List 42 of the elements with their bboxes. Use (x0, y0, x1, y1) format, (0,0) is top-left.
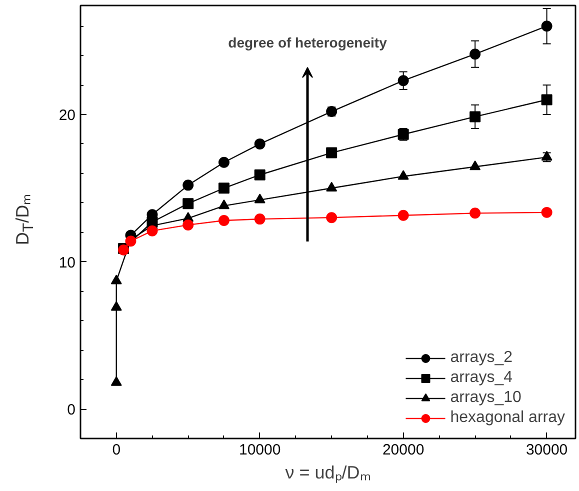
point (110, 301, 122, 311)
legend-label: arrays_10 (450, 389, 522, 407)
point (326, 182, 338, 192)
point (218, 200, 230, 210)
y-tick-label: 10 (58, 254, 76, 272)
point (398, 210, 409, 221)
x-tick-label: 20000 (382, 442, 424, 458)
x-tick-label: 30000 (526, 442, 568, 458)
legend-label: arrays_4 (450, 369, 512, 387)
point (218, 156, 230, 168)
x-tick-label: 10000 (238, 442, 281, 458)
annotation: degree of heterogeneity (228, 34, 388, 50)
point (182, 180, 194, 191)
point (254, 194, 266, 204)
point (110, 376, 122, 386)
point (398, 170, 409, 180)
point (218, 215, 230, 226)
point (541, 206, 552, 218)
point (146, 225, 158, 236)
point (218, 182, 230, 194)
point (470, 160, 481, 170)
point (254, 138, 266, 150)
point (326, 212, 338, 224)
legend-label: hexagonal array (450, 409, 565, 427)
x-tick-label: 0 (112, 442, 121, 458)
y-tick-label: 20 (58, 106, 76, 124)
point (470, 208, 481, 219)
point (125, 236, 136, 247)
point (182, 198, 194, 210)
point (254, 169, 266, 180)
point (541, 94, 552, 106)
point (254, 214, 266, 225)
legend-label: arrays_2 (450, 349, 512, 367)
point (326, 147, 338, 158)
point (182, 219, 194, 230)
point (470, 48, 481, 60)
point (110, 274, 122, 284)
y-tick-label: 0 (67, 402, 76, 419)
point (398, 75, 409, 86)
point (541, 20, 552, 32)
x-axis-title: ν = udₚ/Dₘ (285, 462, 371, 484)
point (470, 111, 481, 122)
